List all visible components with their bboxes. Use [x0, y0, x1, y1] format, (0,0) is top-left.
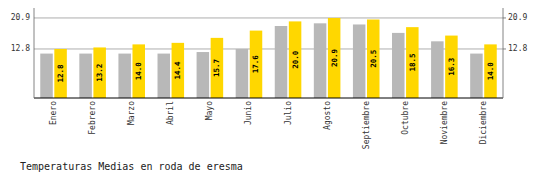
data-label: 16.3	[447, 57, 456, 76]
data-label: 17.6	[251, 55, 260, 74]
data-label: 14.0	[134, 62, 143, 81]
data-label: 20.0	[291, 50, 300, 69]
x-tick-label: Abril	[166, 101, 175, 125]
bar	[406, 27, 419, 98]
bar	[275, 26, 288, 98]
x-tick-label: Junio	[244, 101, 253, 125]
x-tick-label: Octubre	[401, 101, 410, 135]
data-label: 14.4	[173, 61, 182, 80]
title: Temperaturas Medias en roda de eresma	[20, 161, 243, 172]
y-tick-label: 20.9	[11, 13, 30, 22]
bar	[93, 47, 106, 98]
y-tick-label: 12.8	[11, 44, 30, 53]
bars	[40, 18, 496, 98]
bar	[158, 54, 171, 98]
data-label: 12.8	[56, 64, 65, 83]
data-label: 14.0	[486, 62, 495, 81]
x-tick-label: Diciembre	[479, 101, 488, 145]
bar	[484, 44, 497, 98]
data-label: 20.9	[330, 48, 339, 67]
y2-tick	[503, 17, 506, 18]
data-label: 20.5	[369, 50, 378, 68]
x-axis-line	[34, 98, 503, 99]
data-label: 13.2	[95, 64, 104, 82]
grid-line	[34, 17, 503, 18]
bar	[392, 33, 405, 98]
y2-axis-line	[503, 8, 504, 98]
x-tick-label: Julio	[284, 101, 293, 125]
data-label: 15.7	[212, 59, 221, 77]
x-tick-label: Mayo	[205, 101, 214, 120]
bar	[54, 49, 67, 98]
bar	[445, 36, 458, 98]
x-tick-label: Septiembre	[362, 101, 371, 149]
y-axis-line	[34, 8, 35, 98]
x-tick-label: Enero	[49, 101, 58, 125]
bar	[211, 38, 224, 98]
bar	[236, 49, 249, 98]
bar	[314, 23, 327, 98]
x-tick-label: Agosto	[323, 101, 332, 130]
chart: 12.8 13.2 14.0 14.4 15.7 17.6 20.0 20.9 20.5 18.5…	[0, 0, 537, 174]
data-label: 18.5	[408, 54, 417, 72]
bar	[172, 43, 185, 98]
bar	[328, 18, 341, 98]
x-tick-label: Marzo	[127, 101, 136, 125]
y2-tick	[503, 48, 506, 49]
x-tick-label: Febrero	[88, 101, 97, 135]
bar	[250, 31, 263, 98]
bar	[367, 19, 380, 98]
bar	[431, 41, 444, 98]
y2-tick-label: 20.9	[508, 13, 527, 22]
x-tick-label: Noviembre	[440, 101, 449, 145]
y2-tick-label: 12.8	[508, 44, 527, 53]
bar	[79, 54, 92, 98]
bar	[40, 54, 53, 98]
bar	[132, 44, 145, 98]
bar	[289, 21, 302, 98]
chart-container: 12.8 13.2 14.0 14.4 15.7 17.6 20.0 20.9 20.5 18.5…	[0, 0, 537, 174]
bar	[197, 52, 210, 98]
bar	[470, 54, 483, 98]
bar	[118, 54, 131, 98]
bar	[353, 24, 366, 98]
